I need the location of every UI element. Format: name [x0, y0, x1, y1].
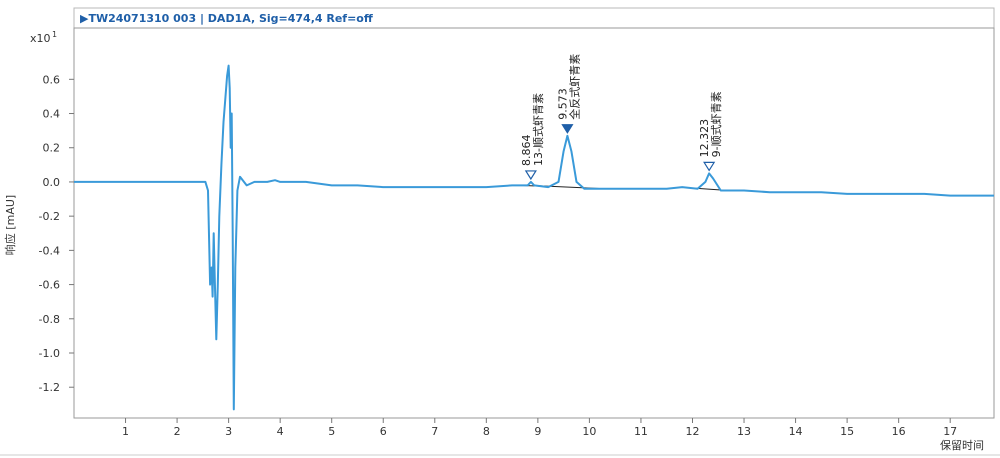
x-tick-label: 1: [122, 425, 129, 438]
peak-name-label: 全反式虾青素: [567, 54, 581, 120]
x-tick-label: 10: [582, 425, 596, 438]
x-tick-label: 14: [789, 425, 803, 438]
y-exponent-label: x10: [30, 32, 51, 45]
y-tick-label: 0.4: [43, 108, 61, 121]
y-tick-label: -1.2: [39, 381, 60, 394]
y-axis-label: 响应 [mAU]: [3, 195, 17, 255]
plot-frame: [73, 27, 995, 419]
y-tick-label: 0.2: [43, 142, 61, 155]
x-tick-label: 7: [431, 425, 438, 438]
x-tick-label: 15: [840, 425, 854, 438]
x-tick-label: 16: [892, 425, 906, 438]
y-exponent-power: 1: [52, 30, 57, 39]
x-axis: 1 2 3 4 5 6 7 8 9 10 11 12 13 14 15 16 17: [122, 418, 957, 438]
y-tick-label: -0.2: [39, 210, 60, 223]
x-tick-label: 6: [380, 425, 387, 438]
peak-marker: [524, 170, 537, 181]
y-tick-label: 0.0: [43, 176, 61, 189]
x-tick-label: 5: [328, 425, 335, 438]
peak-name-label: 13-顺式虾青素: [532, 93, 545, 166]
peak-rt-label: 9.573: [556, 88, 569, 120]
peak-marker: [703, 161, 716, 172]
chromatogram-trace: [74, 64, 994, 411]
peak-marker: [561, 124, 574, 134]
peak-rt-label: 12.323: [698, 119, 711, 158]
x-tick-label: 13: [737, 425, 751, 438]
y-tick-label: -0.8: [39, 313, 60, 326]
x-tick-label: 12: [685, 425, 699, 438]
y-tick-label: -0.4: [39, 244, 60, 257]
x-tick-label: 9: [534, 425, 541, 438]
x-tick-label: 4: [277, 425, 284, 438]
y-tick-label: -0.6: [39, 279, 60, 292]
x-tick-label: 8: [483, 425, 490, 438]
x-tick-label: 17: [943, 425, 957, 438]
x-tick-label: 11: [634, 425, 648, 438]
x-axis-label: 保留时间: [940, 438, 984, 452]
peak-name-label: 9-顺式虾青素: [710, 91, 723, 157]
y-axis: 0.6 0.4 0.2 0.0 -0.2 -0.4 -0.6 -0.8 -1.0 -1.2: [39, 73, 74, 394]
y-tick-label: 0.6: [43, 73, 61, 86]
x-tick-label: 3: [225, 425, 232, 438]
x-tick-label: 2: [174, 425, 181, 438]
chart-title: ▶TW24071310 003 | DAD1A, Sig=474,4 Ref=o…: [80, 12, 373, 25]
peak-rt-label: 8.864: [520, 134, 533, 166]
y-tick-label: -1.0: [39, 347, 60, 360]
peak-markers: 8.864 13-顺式虾青素 9.573 全反式虾青素 12.323 9-顺式虾青素: [520, 54, 723, 181]
